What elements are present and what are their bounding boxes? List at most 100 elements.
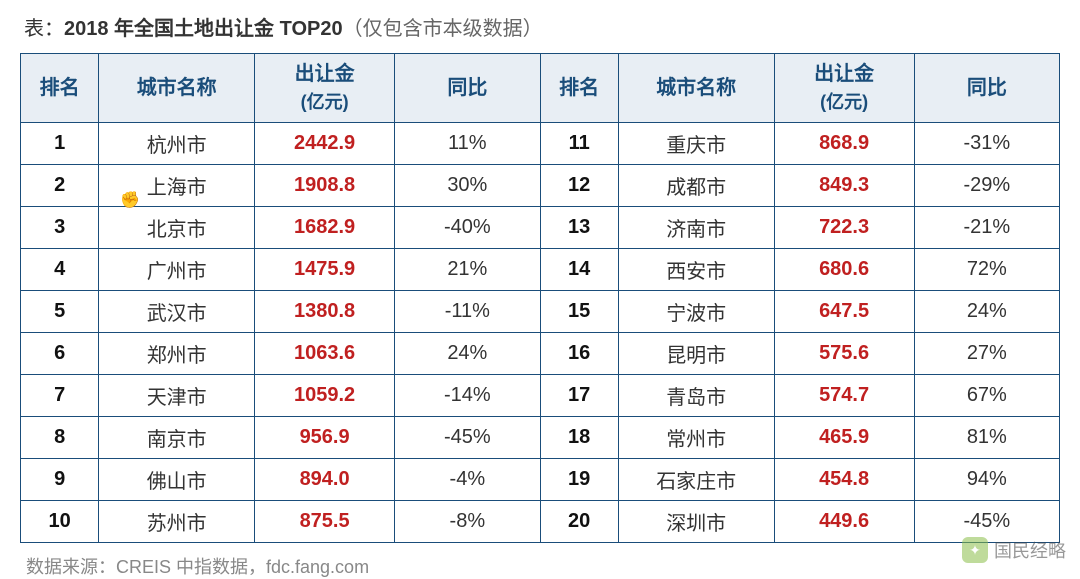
table-row: 12成都市849.3-29% (541, 165, 1060, 207)
table-row: 1杭州市2442.911% (21, 123, 540, 165)
table-row: 18常州市465.981% (541, 417, 1060, 459)
cell-yoy: -8% (395, 501, 540, 543)
cell-rank: 6 (21, 333, 99, 375)
table-row: 13济南市722.3-21% (541, 207, 1060, 249)
title-row: 表：2018 年全国土地出让金 TOP20（仅包含市本级数据） (20, 12, 1060, 41)
cell-amount: 722.3 (774, 207, 914, 249)
cell-city: 常州市 (618, 417, 774, 459)
cell-rank: 3 (21, 207, 99, 249)
cell-amount: 956.9 (255, 417, 395, 459)
cell-city: 北京市 (99, 207, 255, 249)
cell-city: 杭州市 (99, 123, 255, 165)
col-yoy: 同比 (395, 54, 540, 123)
cell-amount: 1059.2 (255, 375, 395, 417)
cell-city: 济南市 (618, 207, 774, 249)
cell-yoy: 24% (914, 291, 1059, 333)
cell-city: 石家庄市 (618, 459, 774, 501)
cell-city: 佛山市 (99, 459, 255, 501)
cell-yoy: 11% (395, 123, 540, 165)
cell-amount: 868.9 (774, 123, 914, 165)
cell-rank: 1 (21, 123, 99, 165)
col-rank: 排名 (541, 54, 619, 123)
cell-city: 成都市 (618, 165, 774, 207)
cell-city: 上海市 (99, 165, 255, 207)
cell-city: 宁波市 (618, 291, 774, 333)
cell-yoy: -11% (395, 291, 540, 333)
col-amount-l1: 出让金 (814, 63, 874, 85)
col-amount-l2: (亿元) (301, 92, 349, 112)
cell-rank: 13 (541, 207, 619, 249)
col-rank: 排名 (21, 54, 99, 123)
table-right: 排名 城市名称 出让金 (亿元) 同比 11重庆市868.9-31%12成都市8… (541, 54, 1061, 543)
header-row: 排名 城市名称 出让金 (亿元) 同比 (21, 54, 540, 123)
cell-amount: 574.7 (774, 375, 914, 417)
cell-amount: 849.3 (774, 165, 914, 207)
cell-city: 武汉市 (99, 291, 255, 333)
watermark: ✦ 国民经略 (962, 537, 1066, 563)
cell-amount: 894.0 (255, 459, 395, 501)
cell-amount: 465.9 (774, 417, 914, 459)
table-row: 14西安市680.672% (541, 249, 1060, 291)
cell-rank: 10 (21, 501, 99, 543)
cell-amount: 647.5 (774, 291, 914, 333)
cell-amount: 1380.8 (255, 291, 395, 333)
cell-amount: 680.6 (774, 249, 914, 291)
cell-rank: 19 (541, 459, 619, 501)
cell-yoy: -31% (914, 123, 1059, 165)
table-row: 6郑州市1063.624% (21, 333, 540, 375)
cell-city: 苏州市 (99, 501, 255, 543)
col-city: 城市名称 (618, 54, 774, 123)
table-row: 8南京市956.9-45% (21, 417, 540, 459)
cell-rank: 14 (541, 249, 619, 291)
cell-yoy: 94% (914, 459, 1059, 501)
cell-yoy: 21% (395, 249, 540, 291)
cell-amount: 449.6 (774, 501, 914, 543)
cell-yoy: -40% (395, 207, 540, 249)
table-row: 3北京市1682.9-40% (21, 207, 540, 249)
table-row: 2上海市1908.830% (21, 165, 540, 207)
col-amount-l1: 出让金 (295, 63, 355, 85)
table-row: 4广州市1475.921% (21, 249, 540, 291)
table-left: 排名 城市名称 出让金 (亿元) 同比 1杭州市2442.911%2上海市190… (21, 54, 541, 543)
table-row: 9佛山市894.0-4% (21, 459, 540, 501)
cell-rank: 15 (541, 291, 619, 333)
cell-yoy: 27% (914, 333, 1059, 375)
table-row: 17青岛市574.767% (541, 375, 1060, 417)
cell-city: 重庆市 (618, 123, 774, 165)
table-row: 7天津市1059.2-14% (21, 375, 540, 417)
col-amount-l2: (亿元) (820, 92, 868, 112)
cell-yoy: 30% (395, 165, 540, 207)
cell-rank: 12 (541, 165, 619, 207)
cell-rank: 16 (541, 333, 619, 375)
table-wrapper: 排名 城市名称 出让金 (亿元) 同比 1杭州市2442.911%2上海市190… (20, 53, 1060, 543)
table-row: 11重庆市868.9-31% (541, 123, 1060, 165)
cell-rank: 11 (541, 123, 619, 165)
table-row: 5武汉市1380.8-11% (21, 291, 540, 333)
cell-city: 昆明市 (618, 333, 774, 375)
cell-city: 西安市 (618, 249, 774, 291)
cell-rank: 2 (21, 165, 99, 207)
cell-city: 青岛市 (618, 375, 774, 417)
cell-rank: 7 (21, 375, 99, 417)
cell-city: 深圳市 (618, 501, 774, 543)
cell-amount: 2442.9 (255, 123, 395, 165)
title-main: 2018 年全国土地出让金 TOP20 (64, 18, 343, 40)
col-amount: 出让金 (亿元) (774, 54, 914, 123)
cell-amount: 875.5 (255, 501, 395, 543)
cell-yoy: -45% (395, 417, 540, 459)
source-text: CREIS 中指数据，fdc.fang.com (116, 557, 369, 577)
cell-amount: 1063.6 (255, 333, 395, 375)
watermark-text: 国民经略 (994, 537, 1066, 563)
cell-amount: 1908.8 (255, 165, 395, 207)
table-row: 16昆明市575.627% (541, 333, 1060, 375)
cell-amount: 1682.9 (255, 207, 395, 249)
cell-amount: 575.6 (774, 333, 914, 375)
cell-yoy: 72% (914, 249, 1059, 291)
cell-amount: 454.8 (774, 459, 914, 501)
table-row: 10苏州市875.5-8% (21, 501, 540, 543)
table-row: 19石家庄市454.894% (541, 459, 1060, 501)
source-row: 数据来源：CREIS 中指数据，fdc.fang.com (20, 553, 1060, 579)
cell-rank: 18 (541, 417, 619, 459)
source-label: 数据来源： (26, 557, 116, 577)
cell-city: 南京市 (99, 417, 255, 459)
